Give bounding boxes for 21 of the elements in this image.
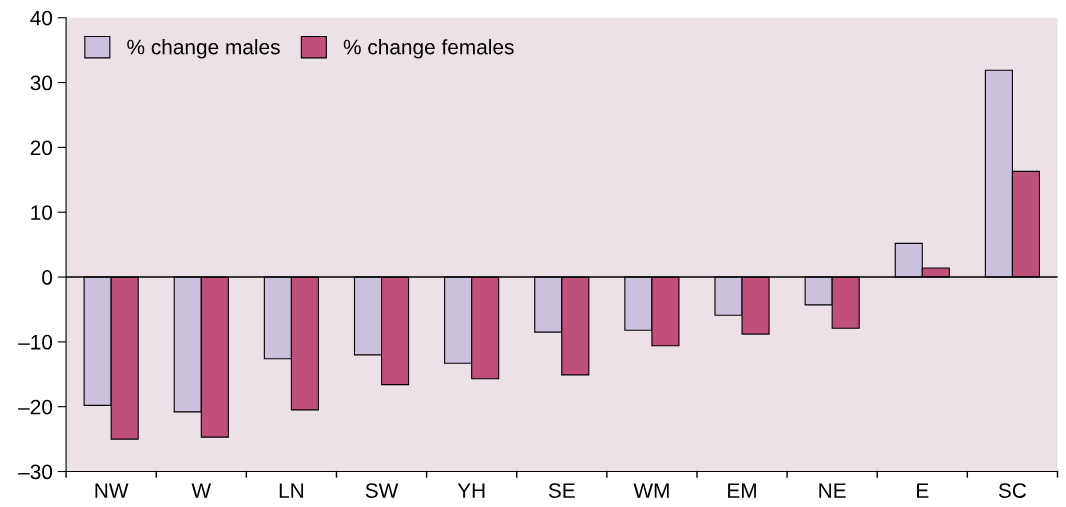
y-tick-label: 30 — [30, 75, 53, 91]
x-tick-label: W — [191, 483, 212, 498]
x-tick-label: EM — [728, 483, 756, 498]
x-tick-label: WM — [633, 483, 669, 498]
y-tick-label: –20 — [18, 399, 53, 415]
x-tick-label: NW — [95, 483, 129, 498]
legend-label: % change males — [127, 39, 280, 59]
x-tick-label: YH — [457, 483, 485, 498]
y-tick-label: 20 — [30, 140, 53, 156]
y-tick-label: 0 — [42, 270, 53, 285]
y-tick-label: –10 — [18, 334, 53, 350]
y-tick-label: 10 — [31, 205, 53, 220]
y-tick-label: –30 — [18, 464, 53, 480]
x-tick-label: NE — [819, 483, 846, 498]
y-tick-label: 40 — [30, 10, 53, 26]
x-tick-label: SW — [365, 483, 399, 498]
x-tick-label: LN — [279, 483, 304, 498]
x-tick-label: SC — [998, 483, 1027, 498]
x-tick-label: SE — [548, 483, 575, 498]
x-tick-label: E — [917, 483, 929, 498]
legend-label: % change females — [343, 39, 514, 59]
